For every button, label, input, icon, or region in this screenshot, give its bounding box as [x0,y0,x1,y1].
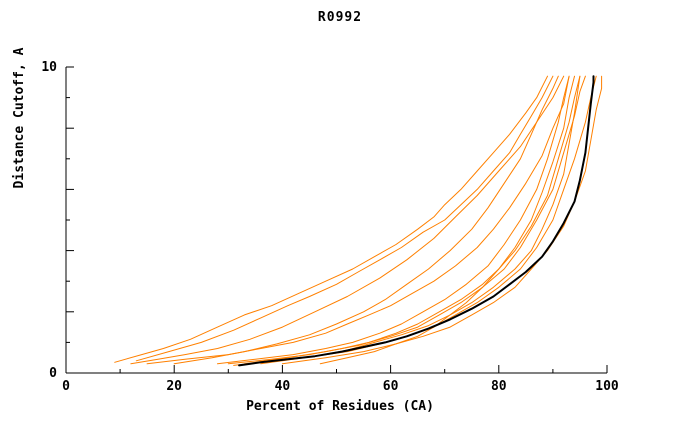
series-model-09 [244,75,586,365]
y-tick-label: 0 [49,366,57,381]
x-tick-label: 100 [595,379,619,394]
series-model-11 [281,75,603,365]
x-tick-label: 0 [62,379,70,394]
series-model-12 [233,75,581,366]
x-axis-label: Percent of Residues (CA) [246,399,434,414]
x-tick-label: 40 [275,379,291,394]
x-tick-label: 60 [383,379,399,394]
series-model-01 [114,75,548,363]
series-model-04 [146,75,570,365]
series-model-best [238,75,595,367]
x-tick-label: 80 [491,379,507,394]
y-tick-label: 10 [41,60,57,75]
series-model-02 [135,75,554,362]
series-model-03 [130,75,565,365]
series-model-07 [217,75,570,365]
x-tick-label: 20 [166,379,182,394]
series-model-08 [227,75,581,365]
chart-title: R0992 [317,10,363,25]
series-model-05 [173,75,559,365]
